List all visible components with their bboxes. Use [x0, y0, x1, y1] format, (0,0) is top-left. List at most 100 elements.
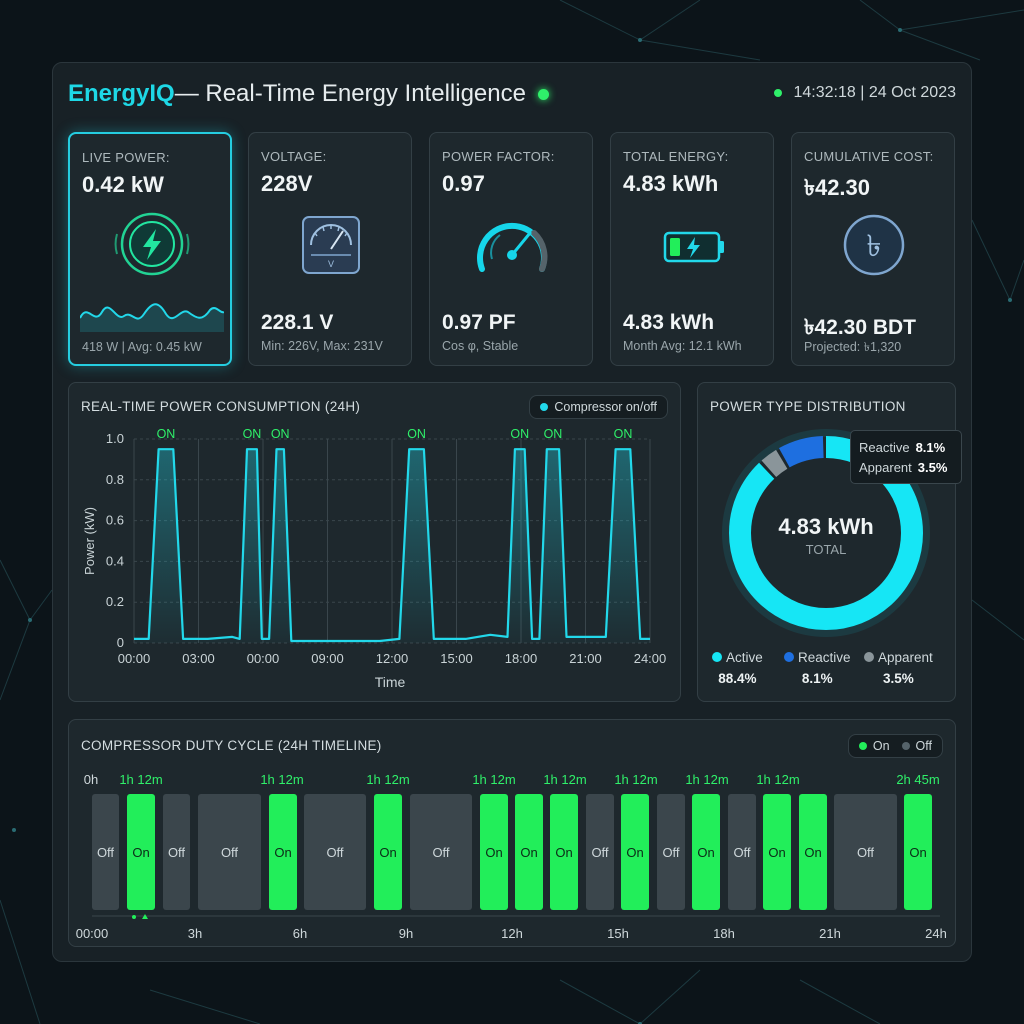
legend-dot	[864, 652, 874, 662]
duty-segment-on[interactable]: On	[515, 794, 543, 910]
card-value-detail: 228.1 V	[261, 311, 334, 334]
on-annotation: ON	[157, 427, 176, 441]
x-tick-label: 00:00	[118, 651, 151, 666]
live-sparkline	[80, 303, 224, 332]
legend-dot	[784, 652, 794, 662]
lightning-icon	[114, 212, 190, 276]
y-tick-label: 1.0	[106, 431, 124, 446]
duty-duration-label: 1h 12m	[543, 772, 587, 787]
duty-segment-off[interactable]: Off	[304, 794, 366, 910]
y-axis-ticks: 0 0.2 0.4 0.6 0.8 1.0	[106, 431, 124, 650]
svg-text:V: V	[328, 259, 334, 269]
card-total-energy[interactable]: TOTAL ENERGY: 4.83 kWh 4.83 kWh Month Av…	[610, 132, 774, 366]
duty-segment-off[interactable]: Off	[410, 794, 472, 910]
card-sub: Min: 226V, Max: 231V	[261, 339, 383, 353]
card-value: 0.97	[442, 171, 485, 196]
duty-duration-label: 1h 12m	[685, 772, 729, 787]
x-tick-label: 21:00	[569, 651, 602, 666]
duty-tick-label: 00:00	[75, 926, 109, 941]
card-cumulative-cost[interactable]: CUMULATIVE COST: ৳42.30 ৳ ৳42.30 BDT Pro…	[791, 132, 955, 366]
legend-off-label: Off	[915, 739, 932, 753]
duty-axis	[92, 914, 940, 919]
duty-segment-on[interactable]: On	[480, 794, 508, 910]
duty-segment-on[interactable]: On	[550, 794, 578, 910]
live-status-dot	[537, 88, 549, 100]
legend-off-dot	[901, 742, 910, 750]
duty-segment-on[interactable]: On	[692, 794, 720, 910]
app-title: EnergyIQ — Real-Time Energy Intelligence	[68, 80, 549, 108]
duty-segment-off[interactable]: Off	[834, 794, 897, 910]
on-annotation: ON	[407, 427, 426, 441]
duty-segment-on[interactable]: On	[904, 794, 932, 910]
on-annotation: ON	[243, 427, 262, 441]
duty-legend[interactable]: On Off	[847, 734, 943, 758]
tooltip-reactive-label: Reactive	[859, 440, 910, 455]
on-annotation: ON	[544, 427, 563, 441]
x-tick-label: 00:00	[247, 651, 280, 666]
donut-total-label: TOTAL	[805, 542, 847, 557]
duty-tick-label: 9h	[398, 926, 414, 941]
duty-duration-label: 2h 45m	[896, 772, 940, 787]
duty-segment-on[interactable]: On	[374, 794, 402, 910]
distribution-tooltip: Reactive 8.1% Apparent 3.5%	[850, 430, 962, 484]
duty-segment-off[interactable]: Off	[92, 794, 119, 910]
legend-label: Apparent	[878, 650, 933, 665]
duty-segment-off[interactable]: Off	[657, 794, 685, 910]
duty-duration-label: 1h 12m	[260, 772, 304, 787]
y-axis-label: Power (kW)	[82, 507, 97, 575]
duty-segment-on[interactable]: On	[621, 794, 649, 910]
legend-pct: 3.5%	[883, 671, 914, 686]
legend-label: Compressor on/off	[554, 400, 657, 414]
duty-tick-label: 15h	[607, 926, 629, 941]
duty-segment-on[interactable]: On	[763, 794, 791, 910]
clock-text: 14:32:18 | 24 Oct 2023	[793, 84, 957, 101]
legend-on-dot	[858, 742, 867, 750]
x-axis-ticks: 00:00 03:00 00:00 09:00 12:00 15:00 18:00 21:00…	[118, 651, 667, 666]
duty-segment-on[interactable]: On	[799, 794, 827, 910]
y-tick-label: 0.6	[106, 513, 124, 528]
tooltip-apparent-label: Apparent	[859, 460, 912, 475]
x-tick-label: 09:00	[311, 651, 344, 666]
y-tick-label: 0.8	[106, 472, 124, 487]
chart-grid	[133, 438, 651, 644]
duty-segment-off[interactable]: Off	[163, 794, 190, 910]
card-power-factor[interactable]: POWER FACTOR: 0.97 0.97 PF Cos φ, Stable	[429, 132, 593, 366]
card-label: CUMULATIVE COST:	[804, 149, 934, 164]
donut-glow	[722, 429, 930, 637]
series-line	[134, 448, 650, 643]
svg-text:৳: ৳	[867, 229, 882, 264]
gauge-icon	[477, 222, 548, 272]
legend-dot	[712, 652, 722, 662]
x-tick-label: 03:00	[182, 651, 215, 666]
legend-active[interactable]: Active 88.4%	[712, 650, 763, 686]
card-live-power[interactable]: LIVE POWER: 0.42 kW 418 W | Avg: 0.45 kW	[68, 132, 232, 366]
duty-segment-on[interactable]: On	[127, 794, 155, 910]
duty-title: COMPRESSOR DUTY CYCLE (24H TIMELINE)	[81, 738, 382, 753]
legend-apparent[interactable]: Apparent 3.5%	[864, 650, 933, 686]
voltmeter-icon: V	[302, 216, 360, 274]
duty-tick-label: 12h	[501, 926, 523, 941]
duty-duration-label: 1h 12m	[366, 772, 410, 787]
tooltip-apparent-value: 3.5%	[917, 460, 948, 475]
duty-segment-off[interactable]: Off	[728, 794, 756, 910]
card-value: 4.83 kWh	[623, 171, 719, 196]
on-annotation: ON	[510, 427, 529, 441]
on-annotation: ON	[614, 427, 633, 441]
clock: 14:32:18 | 24 Oct 2023	[773, 84, 957, 102]
duty-duration-label: 1h 12m	[119, 772, 163, 787]
x-axis-label: Time	[375, 674, 406, 690]
card-voltage[interactable]: VOLTAGE: 228V V 228.1 V Min: 226V, Max: …	[248, 132, 412, 366]
card-sub: 418 W | Avg: 0.45 kW	[82, 340, 202, 354]
legend-reactive[interactable]: Reactive 8.1%	[784, 650, 851, 686]
y-tick-label: 0.4	[106, 553, 124, 568]
chart-legend[interactable]: Compressor on/off	[529, 395, 668, 419]
duty-duration-label: 1h 12m	[472, 772, 516, 787]
card-label: POWER FACTOR:	[442, 149, 555, 164]
duty-segment-on[interactable]: On	[269, 794, 297, 910]
legend-label: Active	[726, 650, 763, 665]
card-sub: Cos φ, Stable	[442, 339, 519, 353]
duty-tick-label: 6h	[292, 926, 308, 941]
duty-segment-off[interactable]: Off	[198, 794, 261, 910]
card-value: ৳42.30	[804, 175, 871, 200]
duty-segment-off[interactable]: Off	[586, 794, 614, 910]
